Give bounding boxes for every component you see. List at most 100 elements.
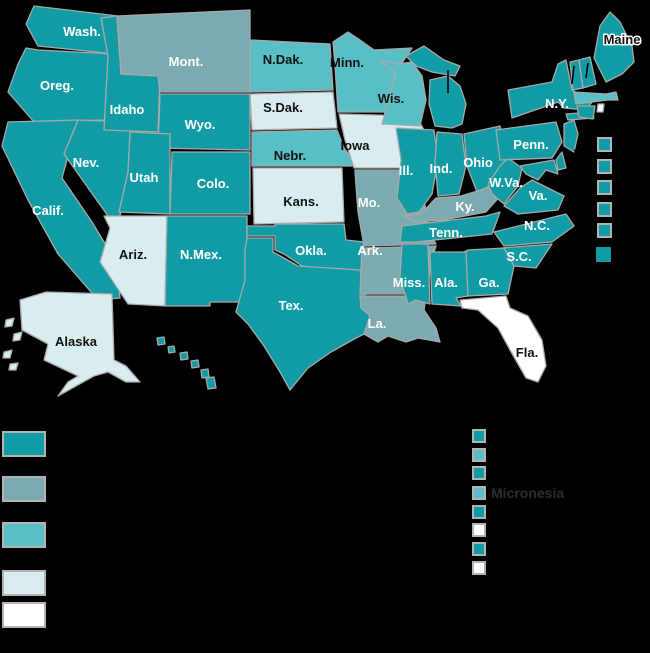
state-label-mn: Minn. [330,55,364,70]
state-label-mo: Mo. [358,195,380,210]
state-al [429,251,469,307]
territory-square [472,505,486,519]
leader-line [573,149,596,166]
state-nd [249,39,334,93]
state-label-wy: Wyo. [185,117,216,132]
territory-square [472,466,486,480]
state-hi [179,351,189,361]
territory-square [472,523,486,537]
state-tn [399,211,501,243]
state-hi [190,359,200,369]
state-la [359,295,441,343]
state-mi [428,75,467,129]
territory-legend-layer [472,429,486,575]
state-ut [118,131,171,215]
state-label-ga: Ga. [479,275,500,290]
state-in [434,131,467,197]
state-label-oh: Ohio [463,155,493,170]
state-label-wv: W.Va. [489,175,523,190]
state-label-sc: S.C. [506,249,531,264]
state-label-sd: S.Dak. [263,100,303,115]
state-wy [157,93,251,151]
state-nc [493,213,575,247]
state-ri [596,103,605,113]
leader-line [571,65,575,85]
state-label-tx: Tex. [278,298,303,313]
state-label-mt: Mont. [169,54,204,69]
small-state-square [596,247,611,262]
state-ct [576,105,596,120]
state-label-tn: Tenn. [429,225,463,240]
legend-swatch-pale [2,570,46,596]
small-state-squares-layer [596,137,612,262]
state-wi [379,59,427,127]
state-hi [156,336,166,346]
leader-line [585,62,589,79]
state-label-nv: Nev. [73,155,100,170]
state-md [519,159,559,181]
territory-label-micronesia: Micronesia [491,485,564,501]
legend-swatch-full [2,431,46,457]
state-fl [459,295,547,383]
leader-line [545,171,594,188]
state-hi [200,368,210,379]
state-label-in: Ind. [429,161,452,176]
state-mi [405,45,461,77]
territory-square [472,542,486,556]
leader-line [584,123,598,143]
state-nj [563,119,579,153]
state-ak [19,291,141,397]
state-ms [399,243,431,305]
state-wv [487,157,523,205]
state-de [555,151,567,171]
state-ma [573,91,619,105]
state-label-ny: N.Y. [545,96,569,111]
state-label-wi: Wis. [378,91,405,106]
state-label-al: Ala. [434,275,458,290]
leader-line [565,175,597,231]
territory-square [472,561,486,575]
state-hi [167,345,176,354]
state-tx [235,237,373,391]
state-label-pa: Penn. [513,137,548,152]
state-label-or: Oreg. [40,78,74,93]
small-state-square [597,202,612,217]
state-label-ne: Nebr. [274,148,307,163]
legend-swatch-gray [2,476,46,502]
state-co [169,151,251,215]
state-ak [12,331,23,342]
state-label-ca: Calif. [32,203,64,218]
state-ak [4,317,15,328]
state-label-nm: N.Mex. [180,247,222,262]
state-label-ut: Utah [130,170,159,185]
state-label-ok: Okla. [295,243,327,258]
state-label-nc: N.C. [524,218,550,233]
state-label-va: Va. [529,188,548,203]
territory-square [472,486,486,500]
state-me [593,11,635,83]
states-layer [1,5,635,397]
state-ks [252,167,345,225]
state-label-co: Colo. [197,176,230,191]
state-sd [249,91,338,131]
state-label-wa: Wash. [63,24,101,39]
territory-square [472,448,486,462]
state-label-ks: Kans. [283,194,318,209]
state-il [395,127,439,215]
state-label-fl: Fla. [516,345,538,360]
small-state-square [597,180,612,195]
state-label-ar: Ark. [357,243,382,258]
state-label-id: Idaho [110,102,145,117]
state-label-la: La. [368,316,387,331]
state-pa [495,121,563,161]
legend-swatch-light [2,522,46,548]
state-label-ms: Miss. [393,275,426,290]
small-state-square [597,159,612,174]
state-labels-layer: Wash. Oreg. Calif. Nev. Idaho Mont. Wyo. Utah Co… [32,24,642,360]
state-label-il: Ill. [399,163,413,178]
small-state-square [597,223,612,238]
state-ak [8,362,19,371]
state-ak [2,349,13,359]
